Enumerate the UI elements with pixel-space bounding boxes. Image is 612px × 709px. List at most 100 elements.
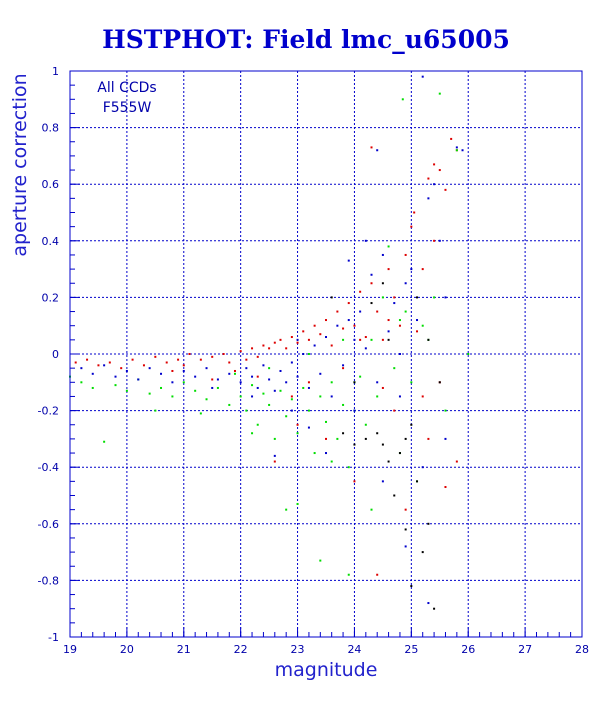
data-point: [302, 386, 305, 389]
data-point: [381, 386, 384, 389]
data-point: [455, 149, 458, 152]
data-point: [86, 358, 89, 361]
data-point: [370, 508, 373, 511]
data-point: [353, 381, 356, 384]
data-point: [404, 508, 407, 511]
data-point: [404, 253, 407, 256]
data-point: [296, 341, 299, 344]
data-point: [279, 369, 282, 372]
data-point: [427, 437, 430, 440]
data-point: [342, 364, 345, 367]
data-point: [154, 355, 157, 358]
data-point: [273, 341, 276, 344]
data-point: [393, 367, 396, 370]
data-point: [205, 398, 208, 401]
data-point: [433, 163, 436, 166]
data-point: [290, 336, 293, 339]
data-point: [182, 369, 185, 372]
data-point: [438, 239, 441, 242]
x-axis-label: magnitude: [275, 659, 378, 681]
data-point: [450, 137, 453, 140]
data-point: [410, 268, 413, 271]
data-point: [262, 344, 265, 347]
y-tick-label: -0.2: [38, 405, 59, 418]
y-tick-label: 0.8: [42, 122, 60, 135]
x-tick-label: 25: [404, 643, 418, 656]
data-point: [80, 381, 83, 384]
data-point: [296, 338, 299, 341]
data-point: [279, 338, 282, 341]
data-point: [285, 508, 288, 511]
data-point: [370, 282, 373, 285]
data-point: [376, 432, 379, 435]
data-point: [211, 355, 214, 358]
data-point: [307, 386, 310, 389]
y-tick-label: 0.4: [42, 235, 60, 248]
data-point: [211, 378, 214, 381]
data-point: [228, 372, 231, 375]
data-point: [387, 319, 390, 322]
axis-ticks: [69, 70, 583, 638]
data-point: [251, 395, 254, 398]
data-point: [228, 361, 231, 364]
data-point: [330, 296, 333, 299]
data-point: [416, 319, 419, 322]
x-tick-label: 22: [234, 643, 248, 656]
data-point: [131, 358, 134, 361]
data-point: [410, 585, 413, 588]
data-point: [416, 330, 419, 333]
data-point: [177, 358, 180, 361]
data-point: [376, 149, 379, 152]
data-point: [438, 92, 441, 95]
data-point: [216, 386, 219, 389]
data-point: [233, 372, 236, 375]
data-point: [404, 310, 407, 313]
data-point: [364, 437, 367, 440]
data-point: [199, 358, 202, 361]
data-point: [279, 389, 282, 392]
data-point: [398, 395, 401, 398]
data-point: [307, 338, 310, 341]
data-point: [404, 282, 407, 285]
data-point: [393, 296, 396, 299]
data-point: [410, 423, 413, 426]
data-point: [347, 573, 350, 576]
data-point: [387, 245, 390, 248]
x-tick-label: 21: [177, 643, 191, 656]
data-point: [413, 211, 416, 214]
data-point: [381, 296, 384, 299]
data-point: [342, 367, 345, 370]
data-point: [137, 378, 140, 381]
data-point: [108, 361, 111, 364]
data-point: [359, 375, 362, 378]
data-point: [421, 466, 424, 469]
data-point: [239, 381, 242, 384]
data-point: [256, 386, 259, 389]
data-point: [262, 392, 265, 395]
data-point: [364, 347, 367, 350]
data-point: [438, 169, 441, 172]
data-point: [296, 423, 299, 426]
data-point: [285, 347, 288, 350]
data-point: [171, 381, 174, 384]
data-point: [330, 344, 333, 347]
x-tick-label: 24: [347, 643, 361, 656]
data-point: [251, 347, 254, 350]
data-point: [120, 367, 123, 370]
x-tick-label: 28: [575, 643, 589, 656]
data-point: [268, 378, 271, 381]
y-axis-label: aperture correction: [9, 73, 31, 256]
data-point: [182, 381, 185, 384]
y-tick-label: -0.6: [38, 518, 59, 531]
data-point: [467, 353, 470, 355]
data-point: [125, 369, 128, 372]
data-point: [325, 319, 327, 322]
data-point: [268, 367, 271, 370]
data-point: [125, 389, 128, 392]
data-point: [273, 437, 276, 440]
data-point: [330, 395, 333, 398]
data-point: [319, 372, 322, 375]
data-point: [302, 330, 305, 333]
data-point: [387, 338, 390, 341]
